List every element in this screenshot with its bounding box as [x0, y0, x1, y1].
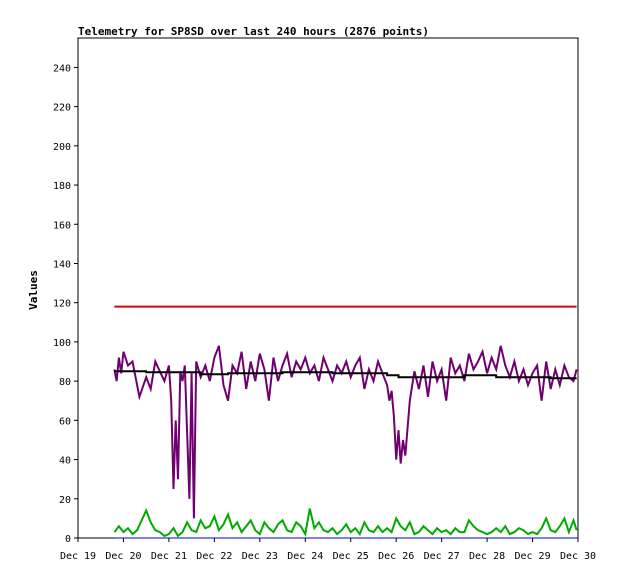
- y-tick-label: 220: [53, 103, 71, 114]
- y-tick-label: 100: [53, 338, 71, 349]
- x-tick-label: Dec 21: [151, 551, 187, 562]
- y-axis: 0 20 40 60 80 100 120 140 160 180 200 220 240: [53, 63, 78, 545]
- y-tick-label: 140: [53, 259, 71, 270]
- series-layer: [113, 305, 578, 539]
- y-tick-label: 20: [59, 495, 71, 506]
- x-tick-label: Dec 29: [514, 551, 550, 562]
- y-tick-label: 240: [53, 63, 71, 74]
- series-line-3: [114, 370, 577, 380]
- chart-title: Telemetry for SP8SD over last 240 hours …: [78, 25, 429, 38]
- y-tick-label: 80: [59, 377, 71, 388]
- y-tick-label: 180: [53, 181, 71, 192]
- y-tick-label: 60: [59, 416, 71, 427]
- x-tick-label: Dec 22: [196, 551, 232, 562]
- y-tick-label: 200: [53, 142, 71, 153]
- x-tick-label: Dec 25: [333, 551, 369, 562]
- y-tick-label: 0: [65, 534, 71, 545]
- y-tick-label: 160: [53, 220, 71, 231]
- y-tick-label: 40: [59, 456, 71, 467]
- x-tick-label: Dec 23: [242, 551, 278, 562]
- x-axis: Dec 19 Dec 20 Dec 21 Dec 22 Dec 23 Dec 24 Dec …: [60, 538, 596, 562]
- x-tick-label: Dec 19: [60, 551, 96, 562]
- series-line-4: [113, 507, 578, 538]
- x-tick-label: Dec 28: [469, 551, 505, 562]
- x-tick-label: Dec 26: [378, 551, 414, 562]
- x-tick-label: Dec 30: [560, 551, 596, 562]
- x-tick-label: Dec 20: [105, 551, 141, 562]
- y-tick-label: 120: [53, 299, 71, 310]
- plot-area: [77, 37, 579, 539]
- y-axis-label: Values: [27, 270, 40, 310]
- x-tick-label: Dec 24: [287, 551, 323, 562]
- x-tick-label: Dec 27: [424, 551, 460, 562]
